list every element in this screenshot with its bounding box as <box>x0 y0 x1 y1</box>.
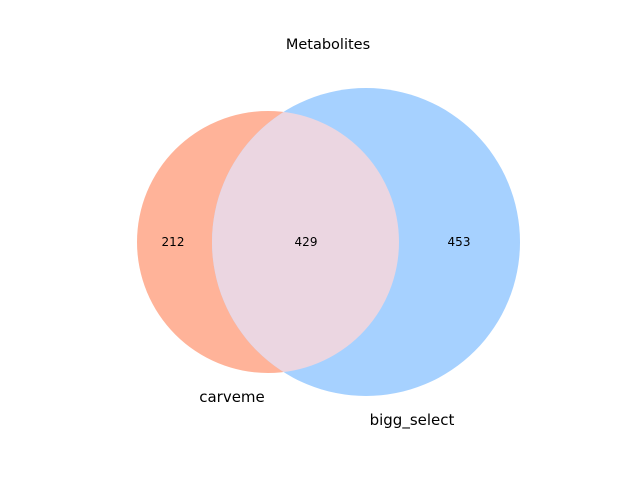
diagram-title: Metabolites <box>286 37 370 53</box>
carveme-only-count: 212 <box>162 235 185 249</box>
bigg-select-set-label: bigg_select <box>370 411 455 430</box>
carveme-set-label: carveme <box>199 388 265 406</box>
intersection-count: 429 <box>295 235 318 249</box>
intersection-region <box>212 111 399 373</box>
bigg-select-only-count: 453 <box>448 235 471 249</box>
